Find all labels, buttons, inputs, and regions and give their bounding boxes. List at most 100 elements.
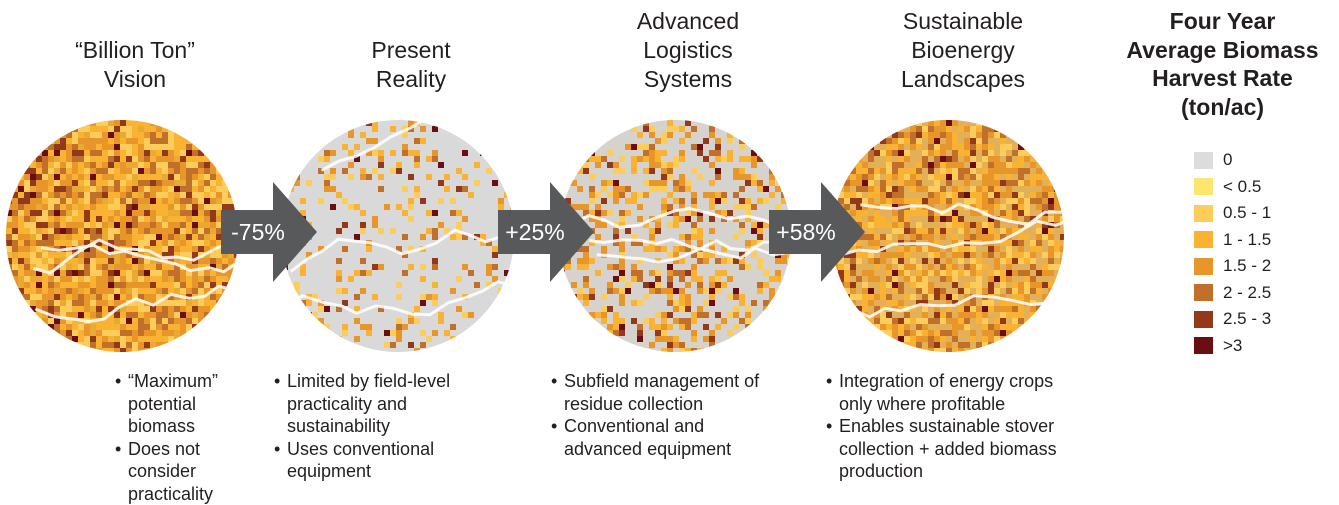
map-cell: [18, 186, 24, 192]
map-cell: [6, 240, 12, 246]
map-cell: [192, 216, 198, 222]
map-cell: [162, 120, 168, 126]
legend-item: 2 - 2.5: [1194, 280, 1271, 307]
map-cell: [198, 282, 204, 288]
map-cell: [625, 348, 631, 352]
map-cell: [982, 204, 988, 210]
map-cell: [637, 336, 643, 342]
map-cell: [180, 342, 186, 348]
map-cell: [958, 126, 964, 132]
map-cell: [144, 168, 150, 174]
map-cell: [1012, 126, 1018, 132]
map-cell: [72, 348, 78, 352]
map-cell: [757, 186, 763, 192]
map-cell: [174, 228, 180, 234]
map-cell: [970, 132, 976, 138]
map-cell: [24, 216, 30, 222]
map-cell: [1060, 258, 1064, 264]
map-cell: [940, 276, 946, 282]
map-cell: [132, 288, 138, 294]
map-cell: [228, 132, 234, 138]
map-cell: [66, 168, 72, 174]
map-cell: [72, 282, 78, 288]
map-cell: [168, 204, 174, 210]
map-cell: [210, 348, 216, 352]
map-cell: [48, 300, 54, 306]
map-cell: [643, 294, 649, 300]
map-cell: [655, 246, 661, 252]
map-cell: [673, 318, 679, 324]
map-cell: [982, 342, 988, 348]
map-cell: [96, 144, 102, 150]
map-cell: [988, 306, 994, 312]
map-cell: [892, 162, 898, 168]
map-cell: [414, 150, 420, 156]
map-cell: [66, 204, 72, 210]
map-cell: [769, 150, 775, 156]
map-cell: [709, 192, 715, 198]
map-cell: [132, 342, 138, 348]
map-cell: [1012, 336, 1018, 342]
map-cell: [186, 168, 192, 174]
map-cell: [601, 198, 607, 204]
map-cell: [30, 282, 36, 288]
map-cell: [234, 138, 238, 144]
map-cell: [565, 126, 571, 132]
map-cell: [114, 126, 120, 132]
map-cell: [438, 348, 444, 352]
map-cell: [1054, 342, 1060, 348]
map-cell: [655, 228, 661, 234]
map-cell: [667, 168, 673, 174]
map-cell: [234, 312, 238, 318]
map-cell: [898, 264, 904, 270]
map-cell: [468, 126, 474, 132]
map-cell: [787, 156, 791, 162]
map-cell: [150, 270, 156, 276]
map-cell: [679, 276, 685, 282]
map-cell: [486, 264, 492, 270]
map-cell: [330, 174, 336, 180]
map-cell: [222, 300, 228, 306]
map-cell: [733, 312, 739, 318]
map-cell: [745, 204, 751, 210]
map-cell: [450, 336, 456, 342]
map-cell: [486, 324, 492, 330]
map-cell: [667, 126, 673, 132]
map-cell: [739, 342, 745, 348]
map-cell: [862, 168, 868, 174]
map-cell: [168, 192, 174, 198]
map-cell: [222, 330, 228, 336]
map-cell: [958, 342, 964, 348]
map-cell: [156, 174, 162, 180]
map-cell: [36, 282, 42, 288]
map-cell: [90, 270, 96, 276]
map-cell: [210, 156, 216, 162]
map-cell: [583, 300, 589, 306]
map-cell: [6, 294, 12, 300]
map-cell: [132, 210, 138, 216]
map-cell: [210, 174, 216, 180]
map-cell: [1054, 276, 1060, 282]
map-cell: [1000, 132, 1006, 138]
map-cell: [396, 294, 402, 300]
map-cell: [132, 132, 138, 138]
map-cell: [679, 300, 685, 306]
map-cell: [697, 144, 703, 150]
map-cell: [222, 120, 228, 126]
map-cell: [204, 330, 210, 336]
map-cell: [637, 156, 643, 162]
map-cell: [168, 180, 174, 186]
map-cell: [210, 162, 216, 168]
map-cell: [721, 120, 727, 126]
map-cell: [162, 348, 168, 352]
map-cell: [378, 162, 384, 168]
map-cell: [36, 240, 42, 246]
map-cell: [976, 342, 982, 348]
map-cell: [838, 132, 844, 138]
map-cell: [216, 168, 222, 174]
map-cell: [667, 270, 673, 276]
map-cell: [940, 198, 946, 204]
map-cell: [868, 180, 874, 186]
map-cell: [1048, 252, 1054, 258]
map-cell: [60, 216, 66, 222]
